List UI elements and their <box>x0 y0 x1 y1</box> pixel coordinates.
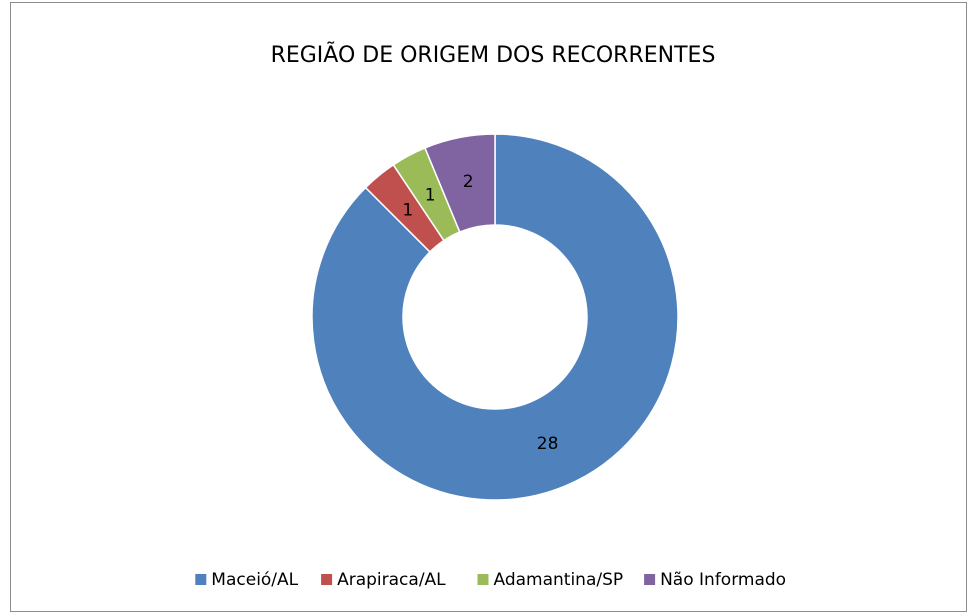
legend-swatch <box>644 574 656 585</box>
legend-label: Adamantina/SP <box>494 570 624 590</box>
legend-swatch <box>477 574 489 585</box>
chart-frame <box>10 2 967 612</box>
chart-title: REGIÃO DE ORIGEM DOS RECORRENTES <box>271 41 716 68</box>
data-label: 28 <box>537 434 559 454</box>
legend-label: Arapiraca/AL <box>337 570 446 590</box>
data-label: 1 <box>425 186 436 206</box>
slice <box>423 133 496 233</box>
legend-swatch <box>195 574 207 585</box>
legend-label: Não Informado <box>660 570 786 590</box>
slice <box>311 133 679 501</box>
legend-swatch <box>321 574 333 585</box>
legend-label: Maceió/AL <box>211 570 298 590</box>
data-label: 1 <box>402 201 413 221</box>
data-label: 2 <box>463 172 474 192</box>
